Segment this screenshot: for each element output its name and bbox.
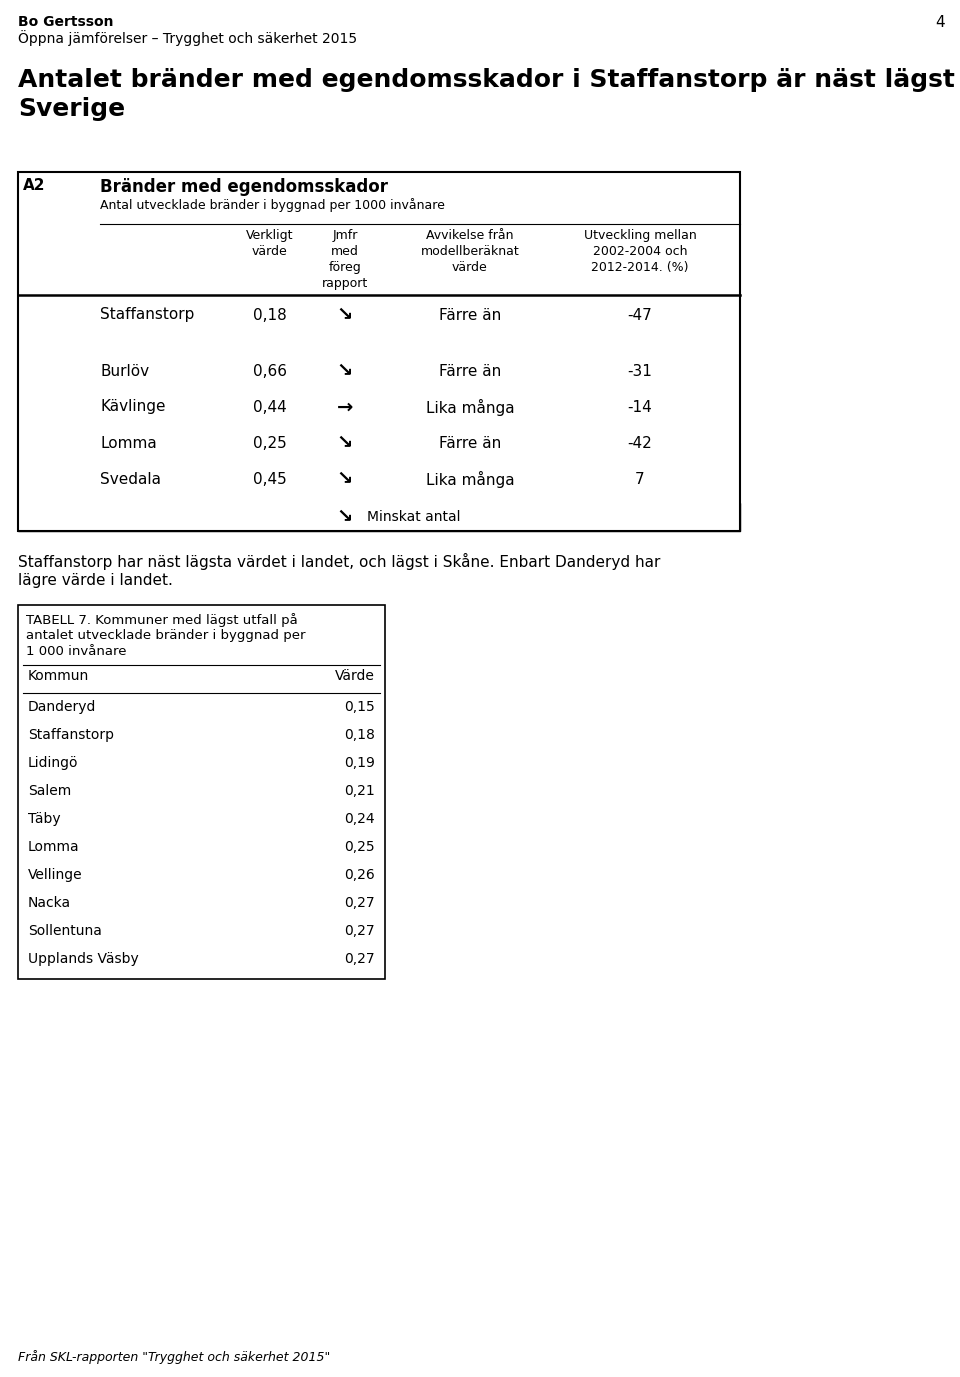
Text: 0,24: 0,24 <box>345 812 375 826</box>
Text: Kommun: Kommun <box>28 669 89 683</box>
Text: 0,25: 0,25 <box>253 435 287 450</box>
Bar <box>225 463 315 494</box>
Text: Staffanstorp har näst lägsta värdet i landet, och lägst i Skåne. Enbart Danderyd: Staffanstorp har näst lägsta värdet i la… <box>18 554 660 570</box>
Text: Danderyd: Danderyd <box>28 700 96 715</box>
Bar <box>19 749 384 777</box>
Text: A2: A2 <box>23 178 45 193</box>
Text: Nacka: Nacka <box>28 896 71 910</box>
Text: 0,27: 0,27 <box>345 896 375 910</box>
Bar <box>18 503 740 532</box>
Text: Täby: Täby <box>28 812 60 826</box>
Text: Lika många: Lika många <box>425 471 515 487</box>
Text: Bo Gertsson: Bo Gertsson <box>18 15 113 29</box>
Text: Färre än: Färre än <box>439 364 501 379</box>
Text: 0,27: 0,27 <box>345 952 375 967</box>
Text: Svedala: Svedala <box>100 471 161 486</box>
Bar <box>400 299 540 330</box>
Text: Bränder med egendomsskador: Bränder med egendomsskador <box>100 178 388 196</box>
Text: Värde: Värde <box>335 669 375 683</box>
Text: Sollentuna: Sollentuna <box>28 924 102 938</box>
Text: Antal utvecklade bränder i byggnad per 1000 invånare: Antal utvecklade bränder i byggnad per 1… <box>100 198 444 212</box>
Text: 0,18: 0,18 <box>344 728 375 742</box>
Text: Färre än: Färre än <box>439 307 501 322</box>
Text: Upplands Väsby: Upplands Väsby <box>28 952 139 967</box>
Text: 4: 4 <box>935 15 945 30</box>
Bar <box>19 861 384 890</box>
Bar <box>225 427 315 459</box>
Text: ↘: ↘ <box>337 508 353 526</box>
Text: Salem: Salem <box>28 784 71 799</box>
Text: Minskat antal: Minskat antal <box>367 509 461 525</box>
Bar <box>18 172 740 532</box>
Text: -14: -14 <box>628 399 653 414</box>
Text: Lidingö: Lidingö <box>28 756 79 770</box>
Bar <box>18 605 385 979</box>
Text: 0,26: 0,26 <box>345 868 375 883</box>
Text: ↘: ↘ <box>337 470 353 489</box>
Text: Staffanstorp: Staffanstorp <box>100 307 194 322</box>
Text: Lika många: Lika många <box>425 398 515 416</box>
Text: Vellinge: Vellinge <box>28 868 83 883</box>
Bar <box>400 463 540 494</box>
Bar <box>225 299 315 330</box>
Text: 0,27: 0,27 <box>345 924 375 938</box>
Text: 0,66: 0,66 <box>253 364 287 379</box>
Bar <box>400 391 540 423</box>
Text: Färre än: Färre än <box>439 435 501 450</box>
Text: Öppna jämförelser – Trygghet och säkerhet 2015: Öppna jämförelser – Trygghet och säkerhe… <box>18 30 357 45</box>
Text: ↘: ↘ <box>337 362 353 380</box>
Bar <box>400 355 540 387</box>
Bar <box>400 427 540 459</box>
Text: Verkligt
värde: Verkligt värde <box>247 229 294 257</box>
Text: 7: 7 <box>636 471 645 486</box>
Text: 0,25: 0,25 <box>345 840 375 854</box>
Bar <box>19 806 384 833</box>
Bar <box>19 693 384 722</box>
Text: TABELL 7. Kommuner med lägst utfall på: TABELL 7. Kommuner med lägst utfall på <box>26 613 298 627</box>
Text: Lomma: Lomma <box>28 840 80 854</box>
Text: Från SKL-rapporten "Trygghet och säkerhet 2015": Från SKL-rapporten "Trygghet och säkerhe… <box>18 1349 330 1365</box>
Text: 0,44: 0,44 <box>253 399 287 414</box>
Text: 1 000 invånare: 1 000 invånare <box>26 644 127 658</box>
Text: -31: -31 <box>628 364 653 379</box>
Text: 0,15: 0,15 <box>345 700 375 715</box>
Text: Avvikelse från
modellberäknat
värde: Avvikelse från modellberäknat värde <box>420 229 519 274</box>
Bar <box>225 355 315 387</box>
Text: →: → <box>337 398 353 416</box>
Bar <box>225 391 315 423</box>
Text: -47: -47 <box>628 307 653 322</box>
Text: lägre värde i landet.: lägre värde i landet. <box>18 573 173 588</box>
Text: antalet utvecklade bränder i byggnad per: antalet utvecklade bränder i byggnad per <box>26 629 305 642</box>
Text: Burlöv: Burlöv <box>100 364 149 379</box>
Text: 0,18: 0,18 <box>253 307 287 322</box>
Text: 0,21: 0,21 <box>345 784 375 799</box>
Text: ↘: ↘ <box>337 306 353 325</box>
Text: Kävlinge: Kävlinge <box>100 399 165 414</box>
Text: Staffanstorp: Staffanstorp <box>28 728 114 742</box>
Text: Jmfr
med
föreg
rapport: Jmfr med föreg rapport <box>322 229 368 291</box>
Text: -42: -42 <box>628 435 653 450</box>
Text: ↘: ↘ <box>337 434 353 453</box>
Text: 0,45: 0,45 <box>253 471 287 486</box>
Text: Utveckling mellan
2002-2004 och
2012-2014. (%): Utveckling mellan 2002-2004 och 2012-201… <box>584 229 696 274</box>
Text: Lomma: Lomma <box>100 435 156 450</box>
Text: Antalet bränder med egendomsskador i Staffanstorp är näst lägst i
Sverige: Antalet bränder med egendomsskador i Sta… <box>18 67 960 121</box>
Text: 0,19: 0,19 <box>344 756 375 770</box>
